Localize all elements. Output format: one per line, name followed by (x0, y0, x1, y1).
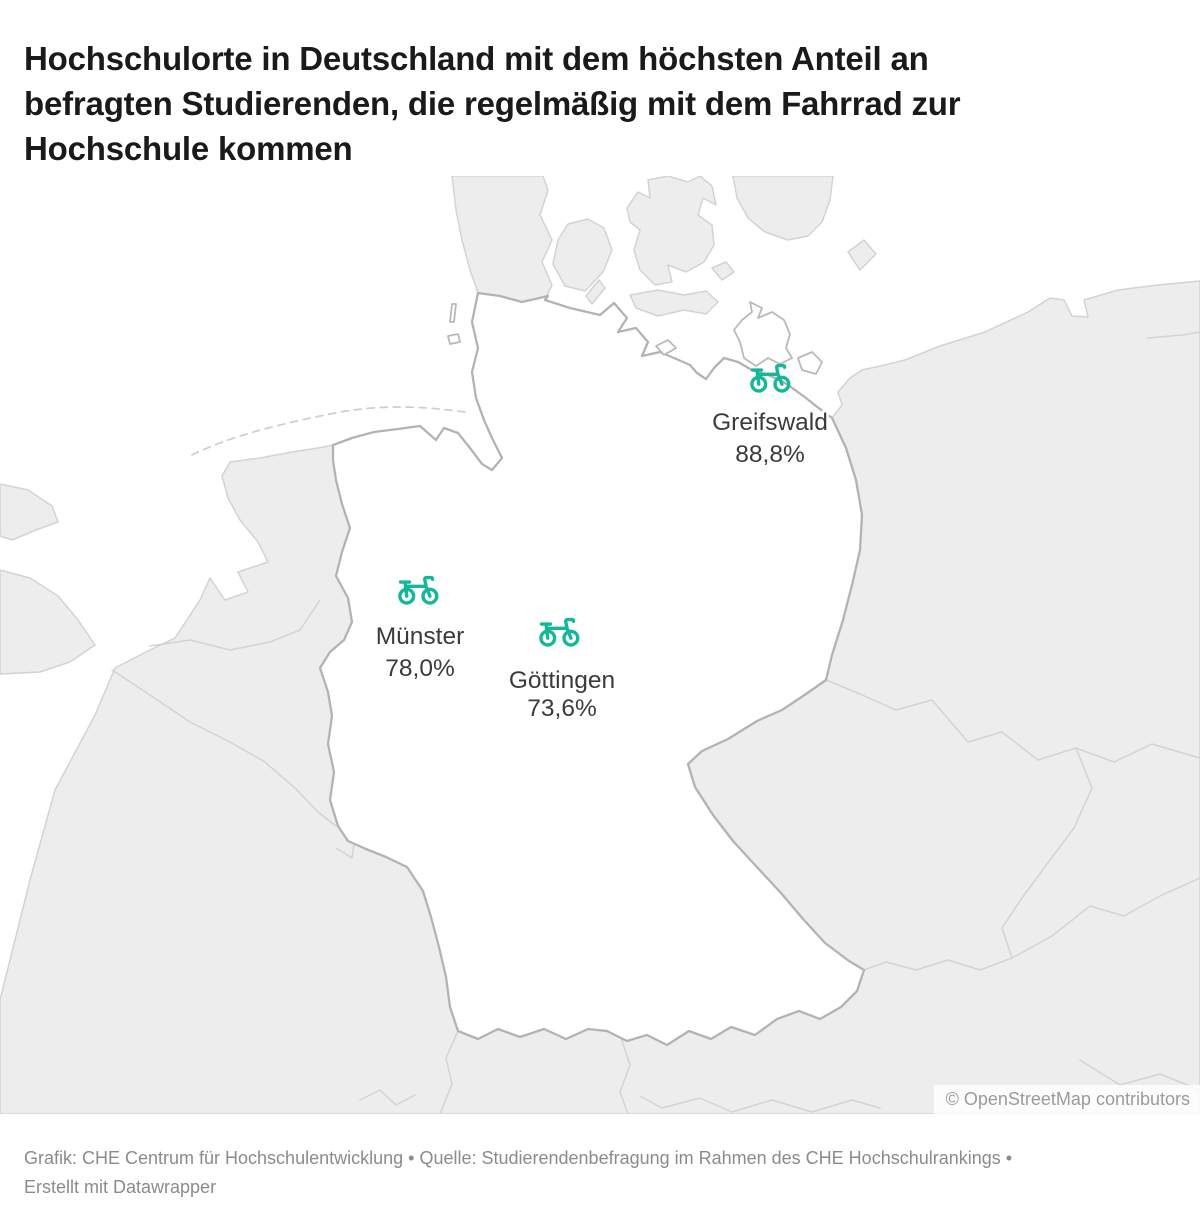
border-at-it (639, 1095, 881, 1113)
island-usedom (797, 351, 823, 375)
title-line-2: befragten Studierenden, die regelmäßig m… (24, 85, 961, 123)
map-svg: Greifswald 88,8% Münster 78,0% Göttingen… (0, 176, 1200, 1114)
footer-line-1: Grafik: CHE Centrum für Hochschulentwick… (24, 1148, 1013, 1168)
locator-map: Greifswald 88,8% Münster 78,0% Göttingen… (0, 176, 1200, 1114)
border-pl-sk (1075, 743, 1200, 763)
label-greifswald-name: Greifswald (712, 409, 828, 436)
island-foehr (447, 333, 461, 345)
border-cz-pl (825, 679, 1077, 761)
label-greifswald-value: 88,8% (735, 441, 804, 468)
england-patch-south (0, 569, 96, 675)
german-islands (447, 301, 823, 375)
label-goettingen-name: Göttingen (509, 667, 615, 694)
wadden-islands-dashes (191, 406, 466, 456)
border-at-si (1079, 1059, 1200, 1091)
england-patch-north (0, 483, 59, 541)
osm-attribution-link[interactable]: © OpenStreetMap contributors (933, 1085, 1200, 1114)
island-moen (711, 261, 735, 281)
sweden-coast (732, 176, 834, 241)
border-nl-be (149, 599, 321, 651)
border-ch-at (619, 1034, 631, 1114)
border-cz-sk (1001, 747, 1093, 959)
title-line-1: Hochschulorte in Deutschland mit dem höc… (24, 40, 929, 78)
island-sylt (449, 303, 457, 323)
border-cz-at (863, 957, 1013, 971)
label-goettingen-value: 73,6% (527, 695, 596, 722)
island-funen (552, 218, 613, 292)
border-pl-ru (1147, 331, 1200, 339)
footer-line-2: Erstellt mit Datawrapper (24, 1177, 217, 1197)
label-muenster-name: Münster (376, 623, 465, 650)
germany-shape (318, 291, 866, 1047)
island-lolland (629, 289, 719, 317)
border-ch-fr (439, 1030, 459, 1114)
island-ruegen (733, 301, 793, 367)
footer-credits: Grafik: CHE Centrum für Hochschulentwick… (24, 1144, 1189, 1202)
border-at-sk (1011, 877, 1200, 959)
page-title: Hochschulorte in Deutschland mit dem höc… (24, 36, 1189, 171)
label-muenster-value: 78,0% (385, 655, 454, 682)
city-labels: Greifswald 88,8% Münster 78,0% Göttingen… (373, 407, 830, 725)
england-group (0, 483, 96, 675)
island-zealand (626, 176, 717, 286)
country-borders (111, 331, 1200, 1114)
island-bornholm (847, 239, 877, 271)
island-fehmarn (655, 339, 677, 356)
islands-group (552, 176, 877, 317)
border-be-fr (111, 669, 337, 827)
island-langeland (585, 279, 606, 305)
border-alps-west (359, 1089, 416, 1106)
title-line-3: Hochschule kommen (24, 130, 353, 168)
